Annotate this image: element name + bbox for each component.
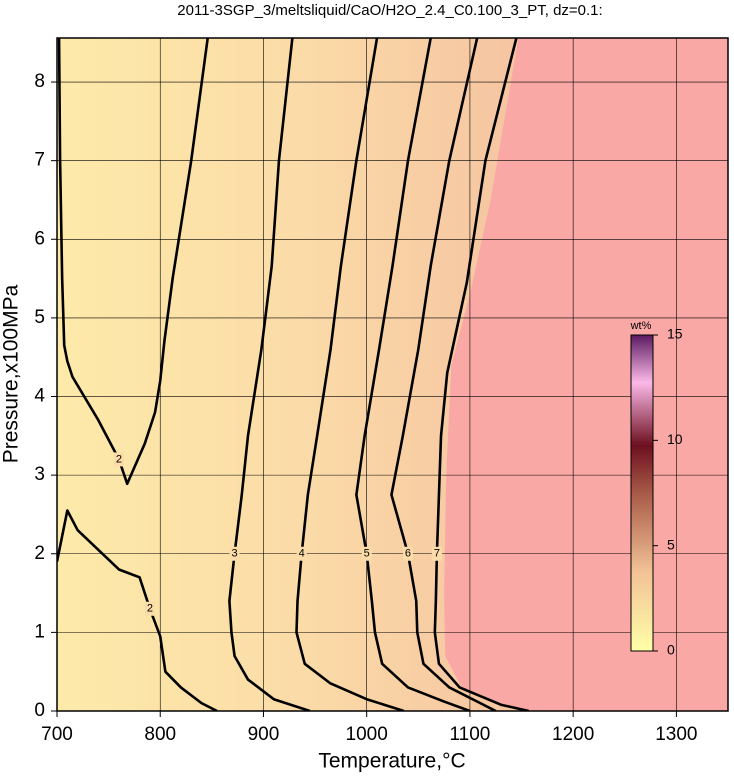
- contour-label-bg: [361, 546, 372, 561]
- contour-label-bg: [229, 546, 240, 561]
- y-tick-label: 0: [34, 700, 45, 721]
- y-tick-label: 1: [34, 621, 45, 642]
- colorbar-label: wt%: [630, 320, 652, 332]
- x-axis-label: Temperature,°C: [318, 750, 465, 773]
- x-tick-label: 1200: [552, 724, 594, 745]
- y-tick-label: 4: [34, 386, 45, 407]
- y-tick-label: 8: [34, 71, 45, 92]
- contour-label: 7: [434, 548, 440, 560]
- plot-area: 2 2 3 4 5 6 7: [57, 38, 728, 711]
- contour-line: [57, 38, 210, 486]
- y-tick-label: 2: [34, 543, 45, 564]
- x-tick-label: 1300: [655, 724, 697, 745]
- contour-label: 5: [364, 548, 370, 560]
- contour-label-bg: [431, 546, 442, 561]
- colorbar: [630, 334, 654, 652]
- y-tick-label: 5: [34, 307, 45, 328]
- x-tick-label: 700: [41, 724, 73, 745]
- chart-title: 2011-3SGP_3/meltsliquid/CaO/H2O_2.4_C0.1…: [177, 2, 602, 19]
- y-tick-label: 6: [34, 228, 45, 249]
- contour-label: 4: [299, 548, 305, 560]
- y-tick-label: 7: [34, 150, 45, 171]
- contour-label: 2: [116, 453, 122, 465]
- plot-frame: [56, 37, 729, 712]
- contour-label-bg: [113, 452, 124, 467]
- x-tick-label: 1100: [449, 724, 490, 745]
- saturated-region: [444, 38, 728, 711]
- contour-label: 6: [405, 548, 411, 560]
- contour-line: [57, 509, 218, 711]
- contour-label: 2: [147, 603, 153, 615]
- y-axis-label: Pressure,x100MPa: [0, 284, 23, 463]
- contour-label-bg: [402, 546, 413, 561]
- contour-label: 3: [231, 548, 237, 560]
- colorbar-tick-label: 10: [667, 431, 683, 447]
- colorbar-tick-label: 5: [667, 536, 675, 552]
- contour-label-bg: [296, 546, 307, 561]
- colorbar-tick-label: 15: [667, 326, 683, 342]
- x-tick-label: 1000: [346, 724, 388, 745]
- colorbar-tick-label: 0: [667, 642, 675, 658]
- x-tick-label: 900: [248, 724, 280, 745]
- y-tick-label: 3: [34, 464, 45, 485]
- x-tick-label: 800: [144, 724, 176, 745]
- contour-label-bg: [144, 601, 155, 616]
